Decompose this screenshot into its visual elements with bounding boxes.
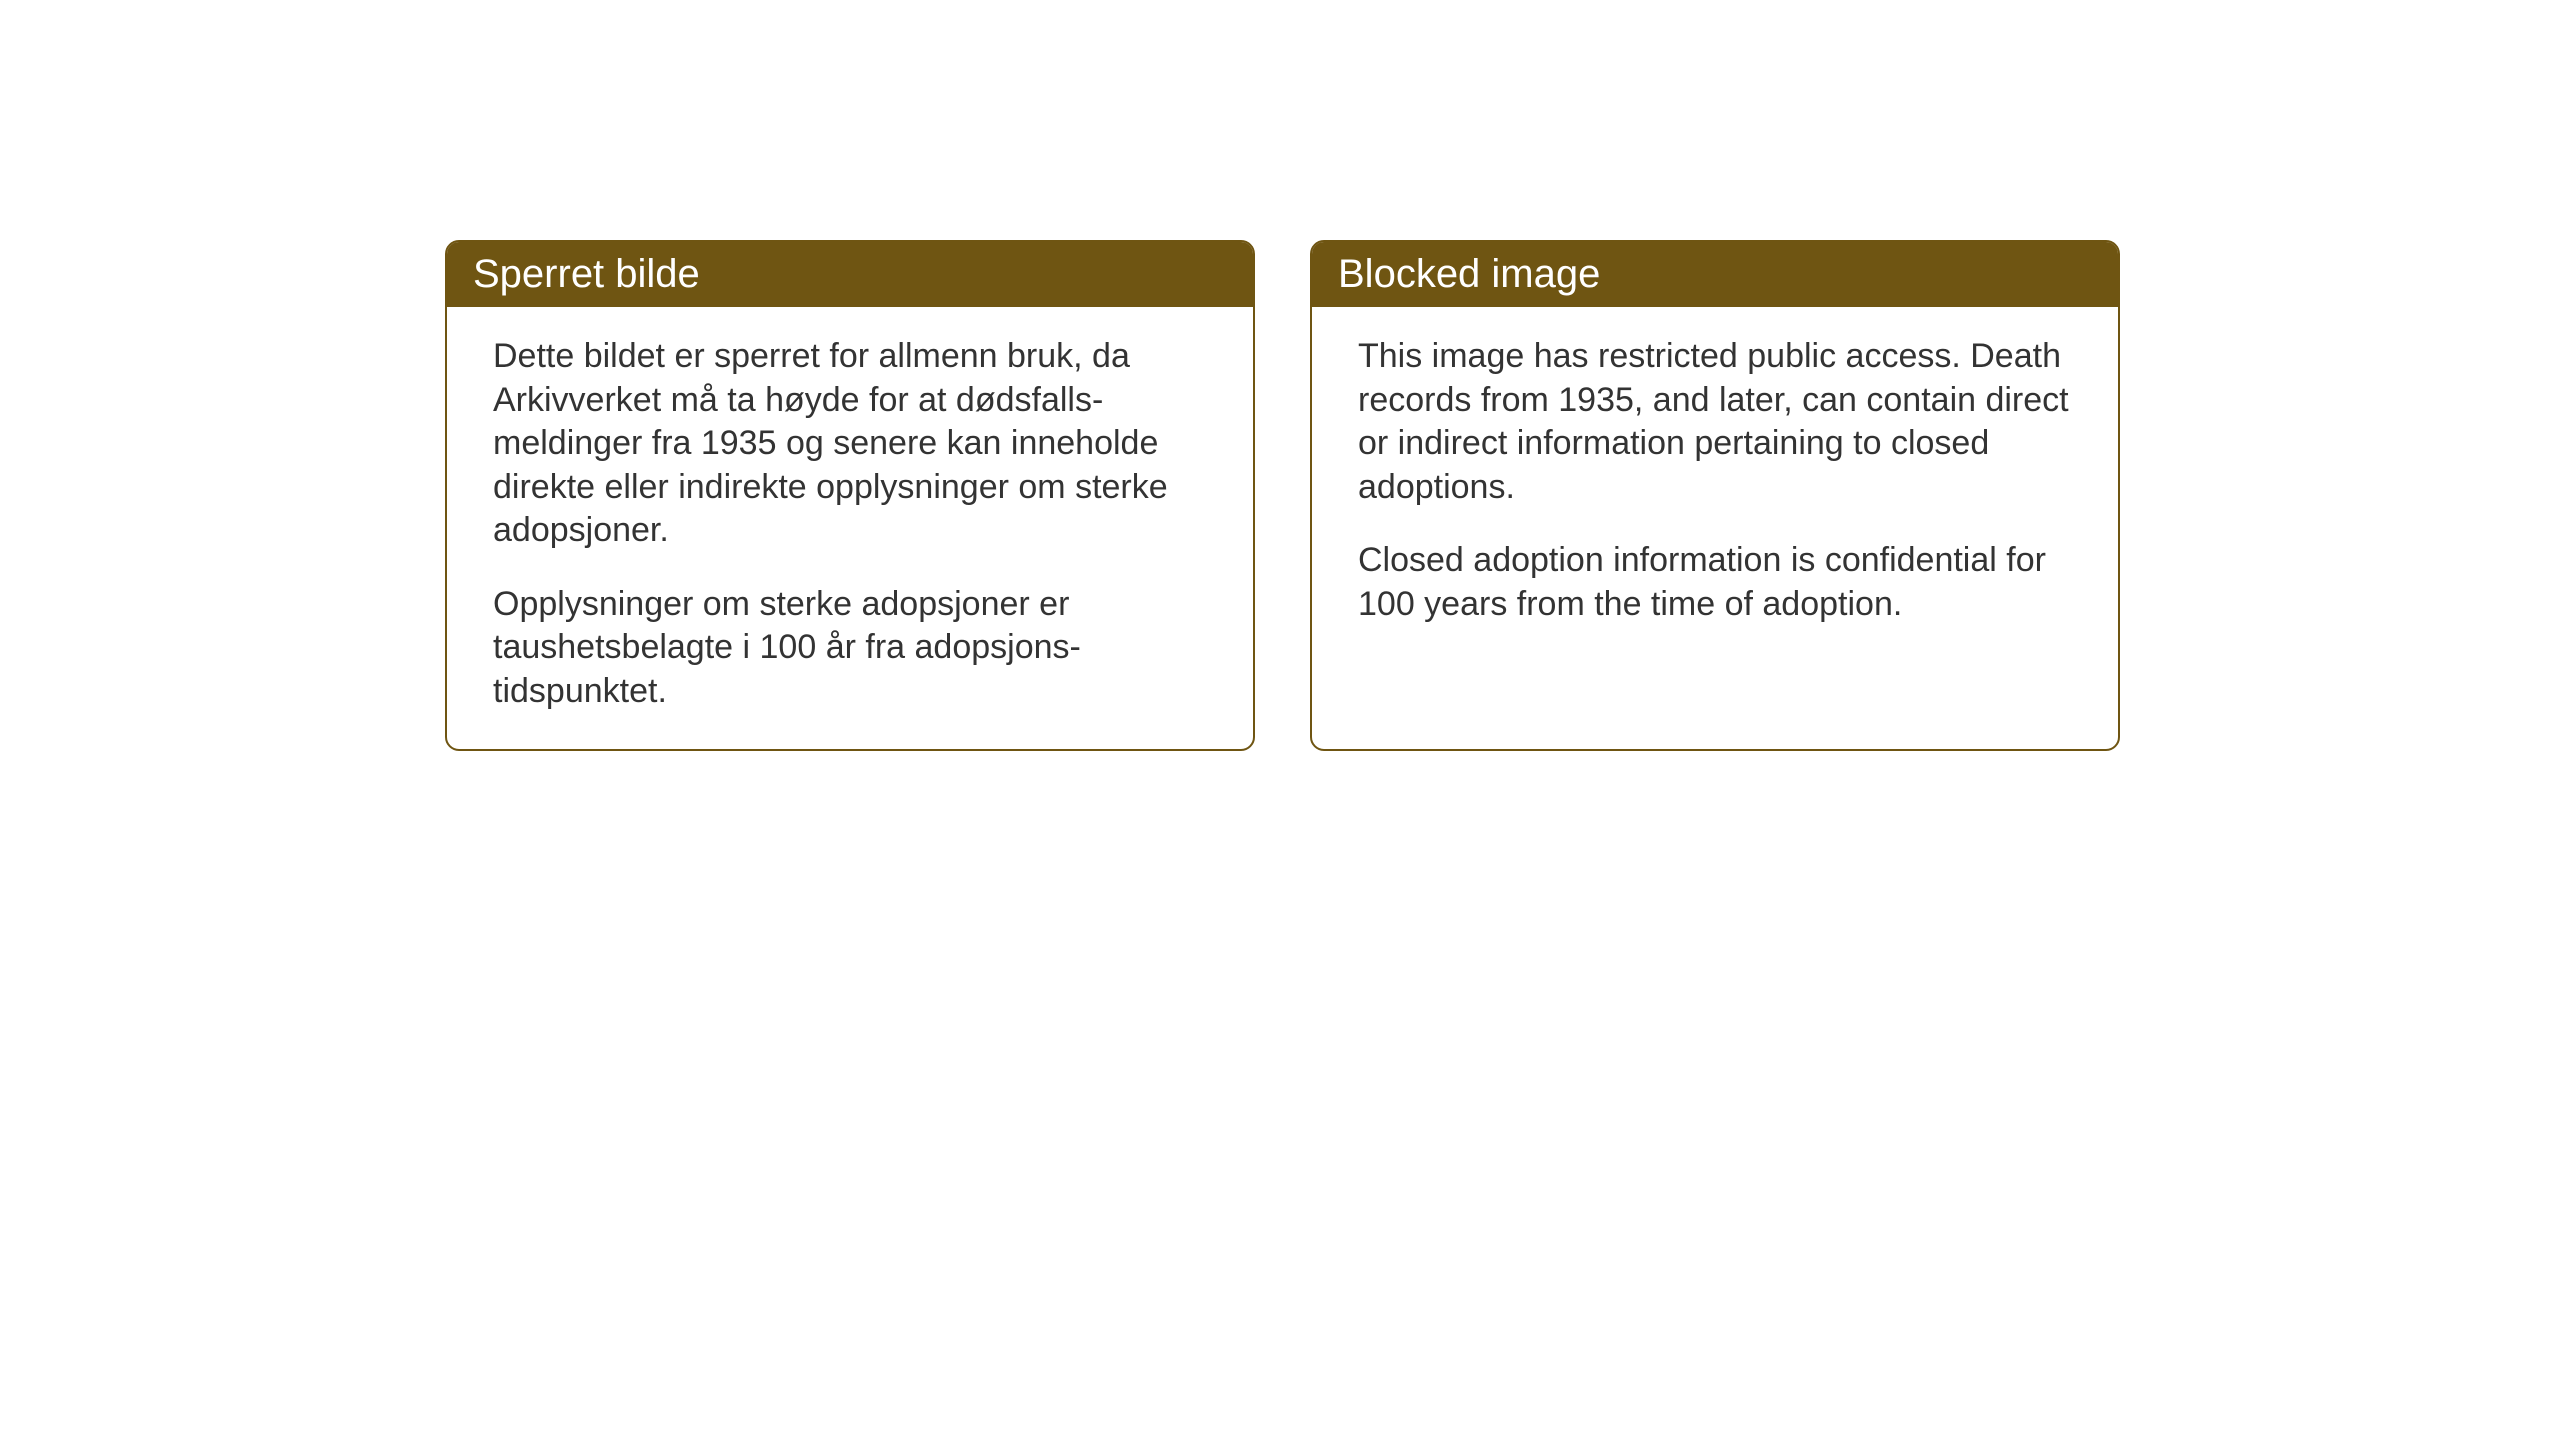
english-card-title: Blocked image <box>1338 252 1600 296</box>
norwegian-notice-card: Sperret bilde Dette bildet er sperret fo… <box>445 240 1255 751</box>
english-notice-card: Blocked image This image has restricted … <box>1310 240 2120 751</box>
notice-container: Sperret bilde Dette bildet er sperret fo… <box>445 240 2120 751</box>
english-card-body: This image has restricted public access.… <box>1312 307 2118 662</box>
english-paragraph-1: This image has restricted public access.… <box>1358 335 2072 509</box>
english-paragraph-2: Closed adoption information is confident… <box>1358 539 2072 626</box>
norwegian-card-header: Sperret bilde <box>447 242 1253 307</box>
english-card-header: Blocked image <box>1312 242 2118 307</box>
norwegian-paragraph-1: Dette bildet er sperret for allmenn bruk… <box>493 335 1207 553</box>
norwegian-paragraph-2: Opplysninger om sterke adopsjoner er tau… <box>493 583 1207 714</box>
norwegian-card-title: Sperret bilde <box>473 252 700 296</box>
norwegian-card-body: Dette bildet er sperret for allmenn bruk… <box>447 307 1253 749</box>
